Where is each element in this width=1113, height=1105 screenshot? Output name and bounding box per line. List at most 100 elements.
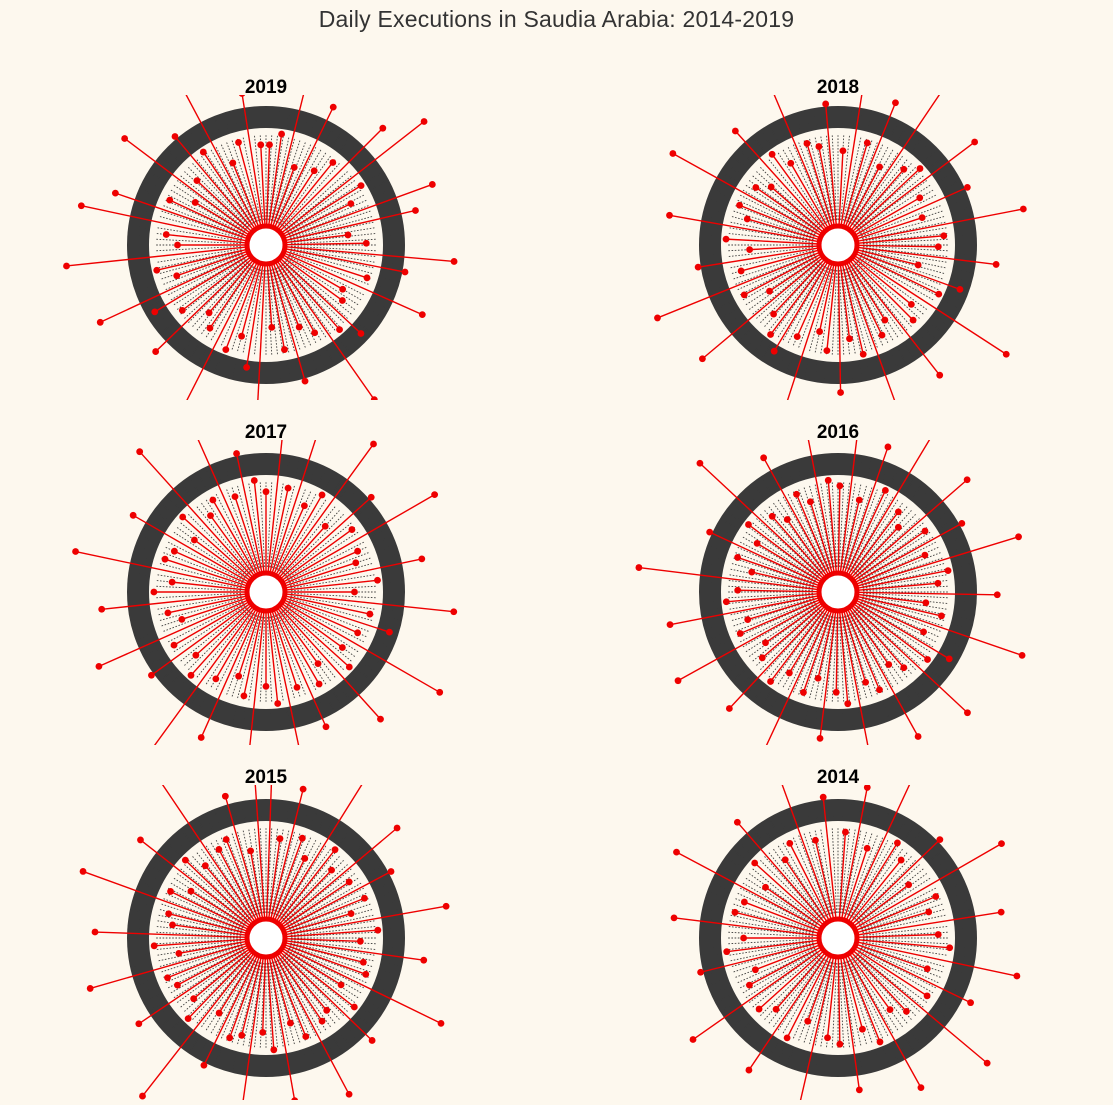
- month-ring: [127, 106, 405, 384]
- day-grid-line: [226, 615, 258, 695]
- day-grid-line: [838, 962, 845, 1048]
- hub: [816, 916, 860, 960]
- month-ring-glyph: |: [957, 222, 973, 232]
- month-ring-glyph: |: [131, 951, 147, 961]
- spike-dot-2015-22: [368, 1037, 376, 1044]
- day-grid-line: [200, 848, 252, 919]
- spike-dot-2016-34: [755, 760, 762, 767]
- month-ring-glyph: |: [229, 113, 240, 129]
- day-grid-line: [231, 268, 259, 350]
- month-ring-glyph: |: [381, 204, 398, 216]
- spike-2015-49: [170, 890, 250, 931]
- spike-dot-2016-27: [862, 678, 869, 686]
- day-grid-line: [737, 254, 816, 291]
- day-grid-line: [857, 259, 928, 311]
- spike-dot-2015-44: [150, 942, 158, 950]
- spike-2019-12: [284, 209, 416, 242]
- spike-dot-2018-55: [815, 143, 823, 150]
- spike-dot-2016-15: [993, 591, 1001, 599]
- day-grid-line: [848, 493, 889, 570]
- day-grid-line: [862, 941, 947, 956]
- day-grid-line: [728, 938, 814, 945]
- spike-2015-41: [167, 944, 249, 979]
- spike-dot-2016-41: [736, 630, 744, 637]
- spike-2014-46: [784, 859, 828, 923]
- spike-2014-33: [692, 948, 823, 1041]
- spike-2017-40: [173, 600, 250, 646]
- spike-2018-27: [839, 263, 851, 339]
- spike-dot-2015-48: [79, 868, 87, 875]
- spike-2018-6: [849, 168, 905, 232]
- day-grid-line: [844, 269, 867, 352]
- spike-dot-2019-28: [268, 323, 276, 331]
- spike-dot-2017-35: [212, 675, 220, 683]
- spike-2019-17: [283, 250, 368, 279]
- spike-dot-2017-40: [170, 641, 178, 649]
- spike-dot-2015-5: [369, 764, 376, 771]
- spike-dot-2018-25: [897, 413, 904, 420]
- spike-2017-59: [253, 480, 265, 574]
- spike-2018-33: [773, 260, 829, 352]
- spike-dot-2015-24: [318, 1017, 326, 1025]
- spike-dot-2017-26: [322, 723, 330, 731]
- month-ring-glyph: |: [239, 1056, 249, 1072]
- spike-2018-2: [842, 142, 868, 227]
- spike-2019-21: [279, 257, 362, 335]
- spike-dot-2014-24: [855, 1086, 863, 1094]
- day-grid-line: [274, 489, 306, 569]
- spike-dot-2015-55: [215, 846, 223, 853]
- day-grid-line: [862, 944, 945, 967]
- spike-2017-4: [273, 505, 306, 575]
- spike-2016-45: [737, 589, 820, 593]
- spike-2016-50: [756, 542, 823, 583]
- spike-2016-0: [837, 485, 841, 574]
- day-grid-line: [742, 950, 817, 994]
- spike-dot-2018-24: [878, 331, 886, 339]
- spike-dot-2017-43: [164, 609, 172, 617]
- day-grid-line: [220, 837, 257, 916]
- spike-dot-2017-14: [374, 576, 381, 584]
- spike-2014-21: [846, 954, 922, 1088]
- month-ring-glyph: |: [847, 457, 856, 473]
- spike-dot-2019-51: [171, 133, 179, 140]
- day-grid-line: [192, 162, 250, 227]
- spike-dot-2016-7: [894, 523, 902, 531]
- day-grid-line: [192, 855, 250, 920]
- spike-dot-2014-7: [905, 881, 913, 889]
- day-grid-line: [283, 262, 345, 324]
- month-ring-glyph: |: [801, 361, 812, 377]
- spike-2014-19: [850, 951, 907, 1012]
- spike-2017-24: [276, 606, 319, 665]
- spike-dot-2016-22: [964, 709, 971, 717]
- day-grid-line: [285, 179, 356, 231]
- spike-dot-2017-18: [386, 628, 393, 636]
- month-ring-glyph: |: [801, 806, 812, 822]
- day-grid-line: [742, 257, 817, 301]
- spike-2016-22: [851, 604, 968, 714]
- day-grid-line: [290, 940, 376, 950]
- spike-dot-2014-5: [897, 856, 905, 864]
- spike-2016-36: [769, 606, 828, 682]
- month-ring-glyph: |: [266, 365, 274, 380]
- day-grid-line: [163, 552, 243, 584]
- spike-2015-11: [283, 897, 365, 932]
- spike-2016-41: [739, 598, 821, 635]
- spike-2015-32: [241, 956, 263, 1036]
- day-grid-line: [290, 926, 376, 936]
- spike-dot-2019-26: [301, 377, 309, 385]
- spike-2019-33: [186, 261, 258, 400]
- spike-dot-2015-2: [299, 785, 307, 793]
- month-ring-glyph: |: [958, 925, 974, 934]
- month-ring-glyph: |: [955, 266, 971, 277]
- spike-dot-2017-24: [314, 660, 322, 667]
- spike-dot-2016-49: [706, 528, 714, 536]
- spike-dot-2015-14: [374, 926, 382, 934]
- day-grid-line: [772, 848, 824, 919]
- spike-2015-6: [277, 849, 336, 924]
- month-ring-glyph: |: [248, 1057, 257, 1073]
- day-grid-line: [220, 144, 257, 223]
- spike-dot-2018-7: [916, 165, 924, 172]
- spike-2016-27: [842, 609, 867, 683]
- month-ring-glyph: |: [847, 1057, 856, 1073]
- month-ring-glyph: |: [385, 222, 401, 232]
